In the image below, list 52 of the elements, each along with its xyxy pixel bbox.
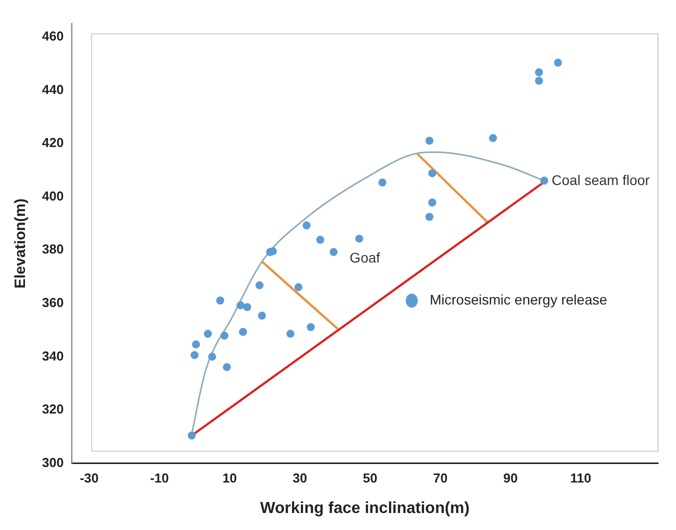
point	[534, 76, 543, 85]
point	[222, 363, 231, 372]
annotation: Goaf	[350, 250, 380, 266]
x-axis-title: Working face inclination(m)	[260, 500, 470, 517]
point	[236, 301, 245, 310]
y-tick-label: 380	[42, 242, 64, 257]
point	[540, 176, 548, 185]
point	[355, 234, 364, 243]
point	[425, 212, 434, 221]
point	[428, 198, 436, 206]
x-tick-label: 70	[433, 470, 448, 486]
y-tick-label: 320	[42, 402, 64, 417]
y-tick-label: 340	[42, 348, 64, 364]
point	[243, 303, 252, 312]
point	[188, 432, 196, 440]
y-tick-label: 460	[42, 28, 64, 44]
point	[302, 221, 311, 230]
point	[330, 248, 338, 256]
point	[378, 178, 386, 187]
x-tick-label: 50	[362, 470, 378, 486]
point	[425, 136, 434, 145]
point	[204, 330, 212, 338]
point	[208, 352, 216, 361]
point	[220, 332, 228, 340]
point	[428, 169, 436, 178]
legend-label: Microseismic energy release	[430, 291, 608, 308]
x-tick-label: -30	[80, 470, 99, 486]
point	[216, 296, 224, 304]
x-tick-label: 90	[503, 470, 518, 486]
point	[534, 68, 543, 76]
point	[488, 134, 497, 142]
y-tick-label: 400	[42, 188, 64, 204]
point	[239, 328, 248, 336]
point	[316, 236, 324, 244]
point	[190, 351, 199, 360]
y-tick-label: 300	[42, 454, 64, 470]
x-tick-label: 30	[292, 470, 308, 486]
point	[294, 283, 302, 292]
x-tick-label: 110	[570, 470, 592, 486]
point	[554, 58, 562, 67]
point	[256, 281, 264, 290]
point	[286, 330, 294, 338]
point	[192, 340, 200, 348]
y-tick-label: 420	[42, 135, 64, 150]
x-tick-label: 10	[222, 470, 237, 486]
y-axis-title: Elevation(m)	[12, 198, 30, 289]
point	[306, 323, 315, 332]
y-tick-label: 440	[42, 82, 64, 97]
point	[258, 312, 266, 320]
annotation: Coal seam floor	[552, 172, 650, 188]
x-tick-label: -10	[150, 470, 169, 486]
y-tick-label: 360	[42, 294, 64, 310]
